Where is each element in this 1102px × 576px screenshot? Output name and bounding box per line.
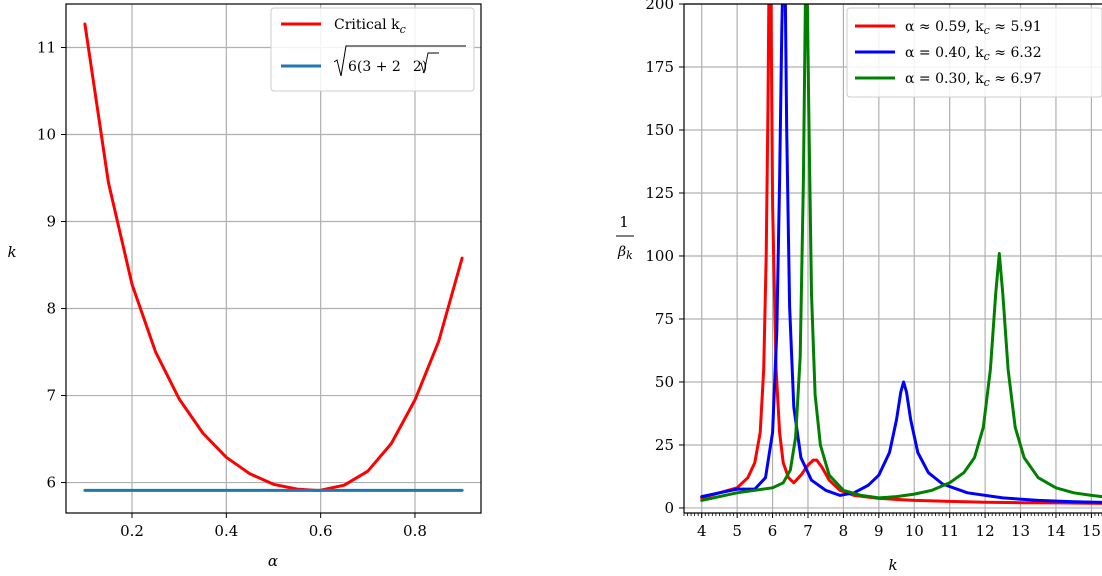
left-y-tick-label: 7 — [46, 387, 56, 405]
legend-label-sqrt-bound: 6(3 + 2 2) — [348, 59, 427, 75]
right-x-tick-label: 12 — [976, 522, 995, 540]
right-y-axis-label-numerator: 1 — [619, 213, 629, 231]
right-series-line-2 — [700, 4, 1102, 502]
right-y-tick-label: 0 — [664, 499, 674, 517]
left-legend: Critical kc 6(3 + 2 2) — [270, 7, 475, 92]
right-y-tick-label: 175 — [645, 58, 674, 76]
left-y-axis-label: k — [7, 243, 16, 261]
right-y-tick-label: 50 — [655, 373, 674, 391]
right-x-tick-label: 4 — [697, 522, 707, 540]
legend-label-alpha-030: α = 0.30, kc ≈ 6.97 — [905, 71, 1042, 89]
right-x-tick-label: 8 — [839, 522, 849, 540]
right-y-tick-label: 200 — [645, 0, 674, 13]
right-x-tick-label: 6 — [768, 522, 778, 540]
right-x-tick-label: 13 — [1011, 522, 1030, 540]
right-y-tick-label: 75 — [655, 310, 674, 328]
right-x-axis-label: k — [888, 556, 897, 574]
right-y-tick-label: 125 — [645, 184, 674, 202]
left-x-tick-label: 0.2 — [120, 522, 144, 540]
left-y-ticks: 6 7 8 9 10 11 — [37, 39, 66, 492]
legend-label-alpha-059: α ≈ 0.59, kc ≈ 5.91 — [905, 19, 1042, 37]
left-y-tick-label: 6 — [46, 474, 56, 492]
right-y-tick-label: 100 — [645, 247, 674, 265]
left-y-tick-label: 8 — [46, 300, 56, 318]
right-x-ticks: 4 5 6 7 8 9 10 11 12 13 14 15 — [697, 513, 1101, 540]
right-series-line-1 — [700, 4, 1102, 504]
legend-inner-sqrt-sign — [418, 52, 439, 74]
left-plot-frame — [65, 3, 482, 514]
left-y-tick-label: 9 — [46, 213, 56, 231]
right-x-tick-label: 9 — [874, 522, 884, 540]
critical-k-chart: 0.2 0.4 0.6 0.8 6 7 8 9 10 11 α k Critical kc 6(… — [7, 3, 482, 570]
legend-label-critical-kc: Critical kc — [334, 17, 406, 36]
right-x-tick-label: 10 — [905, 522, 924, 540]
right-x-tick-label: 14 — [1046, 522, 1065, 540]
right-x-tick-label: 5 — [732, 522, 742, 540]
right-y-axis-label-denominator: βk — [617, 244, 633, 262]
right-x-tick-label: 11 — [940, 522, 959, 540]
right-series-lines — [700, 4, 1102, 505]
right-x-tick-label: 15 — [1082, 522, 1101, 540]
legend-label-alpha-040: α = 0.40, kc ≈ 6.32 — [905, 45, 1042, 63]
right-legend: α ≈ 0.59, kc ≈ 5.91 α = 0.40, kc ≈ 6.32 … — [846, 7, 1102, 98]
right-x-tick-label: 7 — [803, 522, 813, 540]
right-y-tick-label: 150 — [645, 121, 674, 139]
left-x-tick-label: 0.4 — [214, 522, 238, 540]
left-x-tick-label: 0.8 — [403, 522, 427, 540]
inverse-beta-chart: 4 5 6 7 8 9 10 11 12 13 14 15 0 25 50 75 100 125 150 175 20… — [616, 0, 1102, 574]
left-y-tick-label: 11 — [37, 39, 56, 57]
right-y-axis-label: 1 βk — [616, 213, 634, 262]
left-series-lines — [83, 22, 464, 492]
right-y-ticks: 0 25 50 75 100 125 150 175 200 — [645, 0, 684, 517]
legend-sqrt-sign — [333, 45, 466, 77]
left-x-ticks: 0.2 0.4 0.6 0.8 — [120, 513, 427, 540]
left-x-tick-label: 0.6 — [309, 522, 333, 540]
right-legend-box — [846, 7, 1102, 98]
right-series-line-0 — [700, 4, 1102, 505]
right-y-tick-label: 25 — [655, 436, 674, 454]
left-y-tick-label: 10 — [37, 126, 56, 144]
left-x-axis-label: α — [268, 552, 278, 570]
left-series-line-0 — [83, 22, 464, 492]
